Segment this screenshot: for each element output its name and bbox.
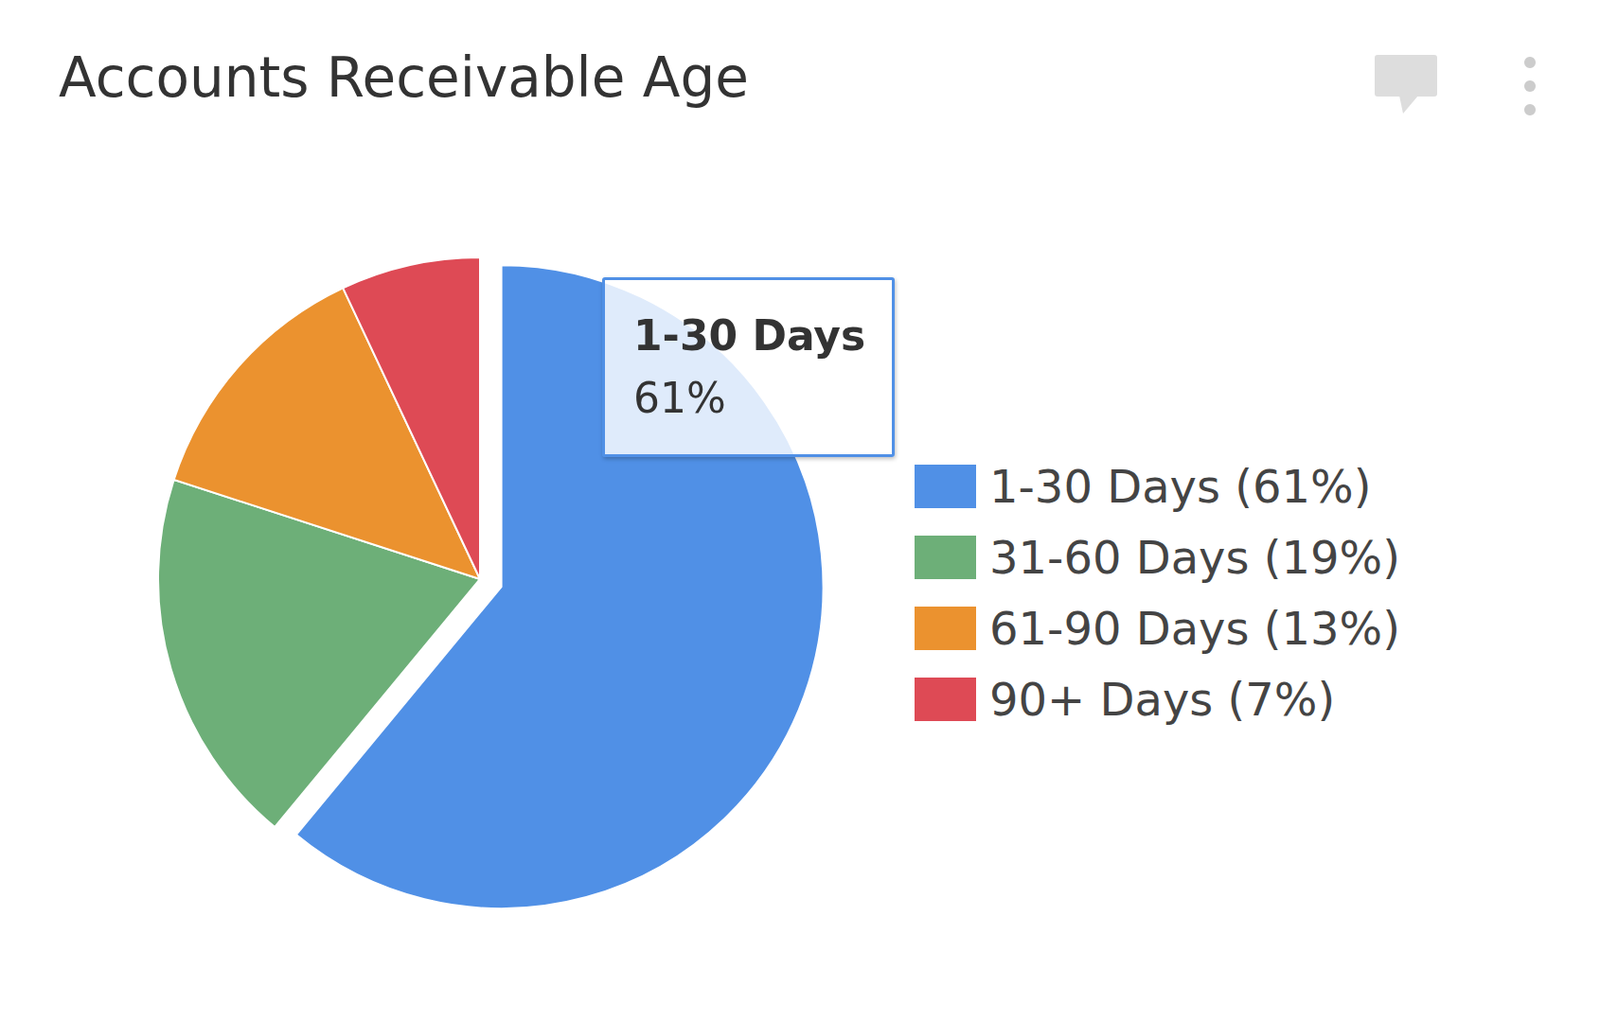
html-text:61%: 61% [633,373,726,423]
svg-text:Accounts Receivable Age: Accounts Receivable Age [58,45,749,110]
svg-text:61-90 Days (13%): 61-90 Days (13%) [989,602,1401,656]
svg-text:31-60 Days (19%): 31-60 Days (19%) [989,531,1401,585]
html-text:1-30 Days: 1-30 Days [633,311,866,360]
svg-text:90+ Days (7%): 90+ Days (7%) [989,673,1335,727]
svg-text:1-30 Days (61%): 1-30 Days (61%) [989,460,1371,514]
